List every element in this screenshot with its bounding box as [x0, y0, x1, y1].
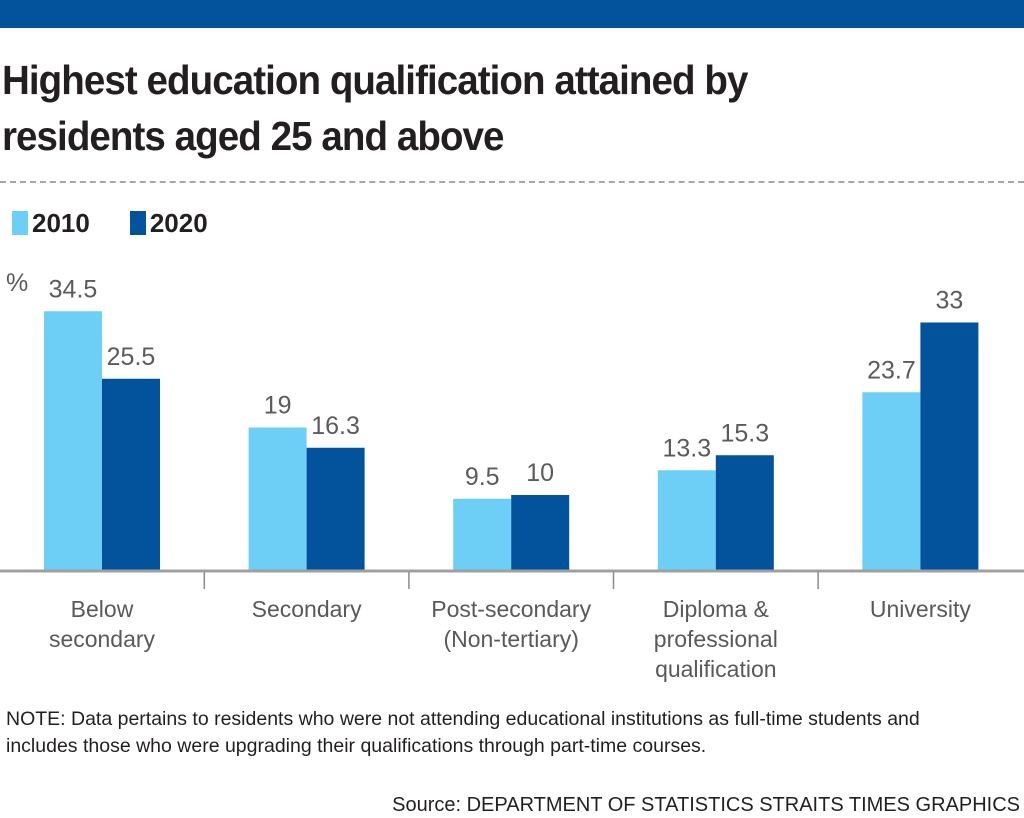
chart-title-line-2: residents aged 25 and above — [2, 113, 504, 159]
category-label-line: (Non-tertiary) — [443, 626, 578, 652]
value-labels-group: 34.5 25.5 19 16.3 9.5 10 13.3 15.3 23.7 33 — [49, 275, 964, 491]
category-label-line: University — [870, 596, 971, 622]
bar-2010-3 — [453, 498, 512, 570]
legend-label-2010: 2010 — [32, 207, 90, 238]
legend-swatch-2010 — [12, 211, 28, 235]
bar-2020-3 — [511, 495, 570, 570]
bar-chart: % 34.5 25.5 19 16.3 9.5 10 13.3 15.3 23.7 33 Belo… — [0, 269, 1024, 682]
value-label-2020-1: 25.5 — [107, 343, 156, 371]
bar-2010-4 — [657, 470, 716, 570]
category-label-line: Post-secondary — [431, 596, 591, 622]
category-label-line: Secondary — [252, 596, 362, 622]
divider — [0, 181, 1024, 183]
legend-swatch-2020 — [129, 211, 146, 235]
category-label-5: University — [870, 596, 971, 622]
value-label-2020-2: 16.3 — [311, 412, 360, 440]
bar-2020-2 — [306, 447, 365, 570]
legend-item-2020: 2020 — [129, 207, 208, 239]
bar-2010-5 — [862, 392, 921, 570]
category-label-line: professional — [654, 626, 778, 652]
category-label-4: Diploma & professional qualification — [654, 596, 778, 682]
category-label-2: Secondary — [252, 596, 362, 622]
legend: 2010 2020 — [12, 208, 248, 238]
category-label-line: Below — [71, 596, 134, 622]
category-label-line: Diploma & — [663, 596, 769, 622]
legend-label-2020: 2020 — [149, 207, 208, 238]
value-label-2020-5: 33 — [935, 287, 963, 315]
y-axis-unit-label: % — [6, 269, 28, 297]
bar-2010-2 — [248, 427, 307, 570]
category-labels-group: Below secondary Secondary Post-secondary (No… — [49, 596, 971, 682]
category-label-3: Post-secondary (Non-tertiary) — [431, 596, 591, 652]
value-label-2010-1: 34.5 — [49, 275, 98, 303]
bar-2020-5 — [920, 322, 979, 570]
category-label-line: qualification — [655, 656, 776, 682]
chart-title-line-1: Highest education qualification attained… — [2, 57, 748, 103]
value-label-2010-2: 19 — [264, 392, 292, 420]
bar-2020-1 — [102, 378, 160, 570]
value-label-2010-5: 23.7 — [867, 356, 916, 384]
category-label-line: secondary — [49, 626, 156, 652]
footnote: NOTE: Data pertains to residents who wer… — [6, 708, 920, 757]
value-label-2020-4: 15.3 — [720, 419, 769, 447]
bar-2010-1 — [44, 311, 102, 570]
x-axis-ticks — [203, 572, 819, 589]
legend-item-2010: 2010 — [12, 208, 90, 239]
category-label-1: Below secondary — [49, 596, 156, 652]
header-bar — [0, 0, 1024, 28]
source-credit: Source: DEPARTMENT OF STATISTICS STRAITS… — [392, 794, 1020, 816]
bars-group — [44, 311, 979, 570]
value-label-2010-4: 13.3 — [662, 434, 711, 462]
bar-2020-4 — [715, 455, 774, 570]
chart-title: Highest education qualification attained… — [2, 52, 942, 164]
value-label-2020-3: 10 — [526, 459, 554, 487]
value-label-2010-3: 9.5 — [465, 463, 500, 491]
